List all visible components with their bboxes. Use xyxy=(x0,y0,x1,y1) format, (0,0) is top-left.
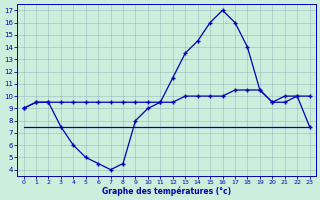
X-axis label: Graphe des températures (°c): Graphe des températures (°c) xyxy=(102,186,231,196)
